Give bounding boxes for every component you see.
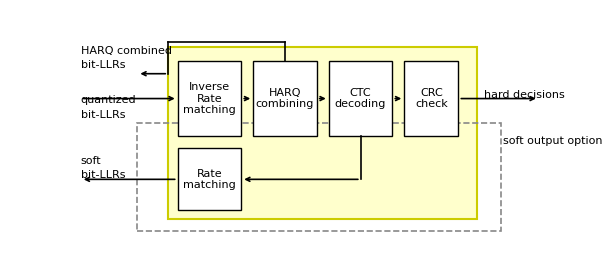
Text: HARQ combined: HARQ combined bbox=[81, 46, 172, 56]
Text: CRC
check: CRC check bbox=[415, 88, 448, 109]
Text: HARQ
combining: HARQ combining bbox=[256, 88, 314, 109]
Bar bbox=[253, 61, 317, 136]
Bar bbox=[404, 61, 459, 136]
Bar bbox=[178, 148, 241, 210]
Text: CTC
decoding: CTC decoding bbox=[335, 88, 386, 109]
Text: bit-LLRs: bit-LLRs bbox=[81, 110, 125, 120]
Text: bit-LLRs: bit-LLRs bbox=[81, 60, 125, 70]
Bar bbox=[329, 61, 392, 136]
Text: quantized: quantized bbox=[81, 95, 136, 105]
Text: soft: soft bbox=[81, 155, 102, 165]
Bar bbox=[168, 47, 477, 219]
Text: Inverse
Rate
matching: Inverse Rate matching bbox=[183, 82, 236, 115]
Text: bit-LLRs: bit-LLRs bbox=[81, 170, 125, 180]
Bar bbox=[138, 123, 501, 231]
Text: hard decisions: hard decisions bbox=[484, 90, 565, 100]
Text: Rate
matching: Rate matching bbox=[183, 169, 236, 190]
Bar bbox=[178, 61, 241, 136]
Text: soft output option: soft output option bbox=[503, 136, 603, 146]
